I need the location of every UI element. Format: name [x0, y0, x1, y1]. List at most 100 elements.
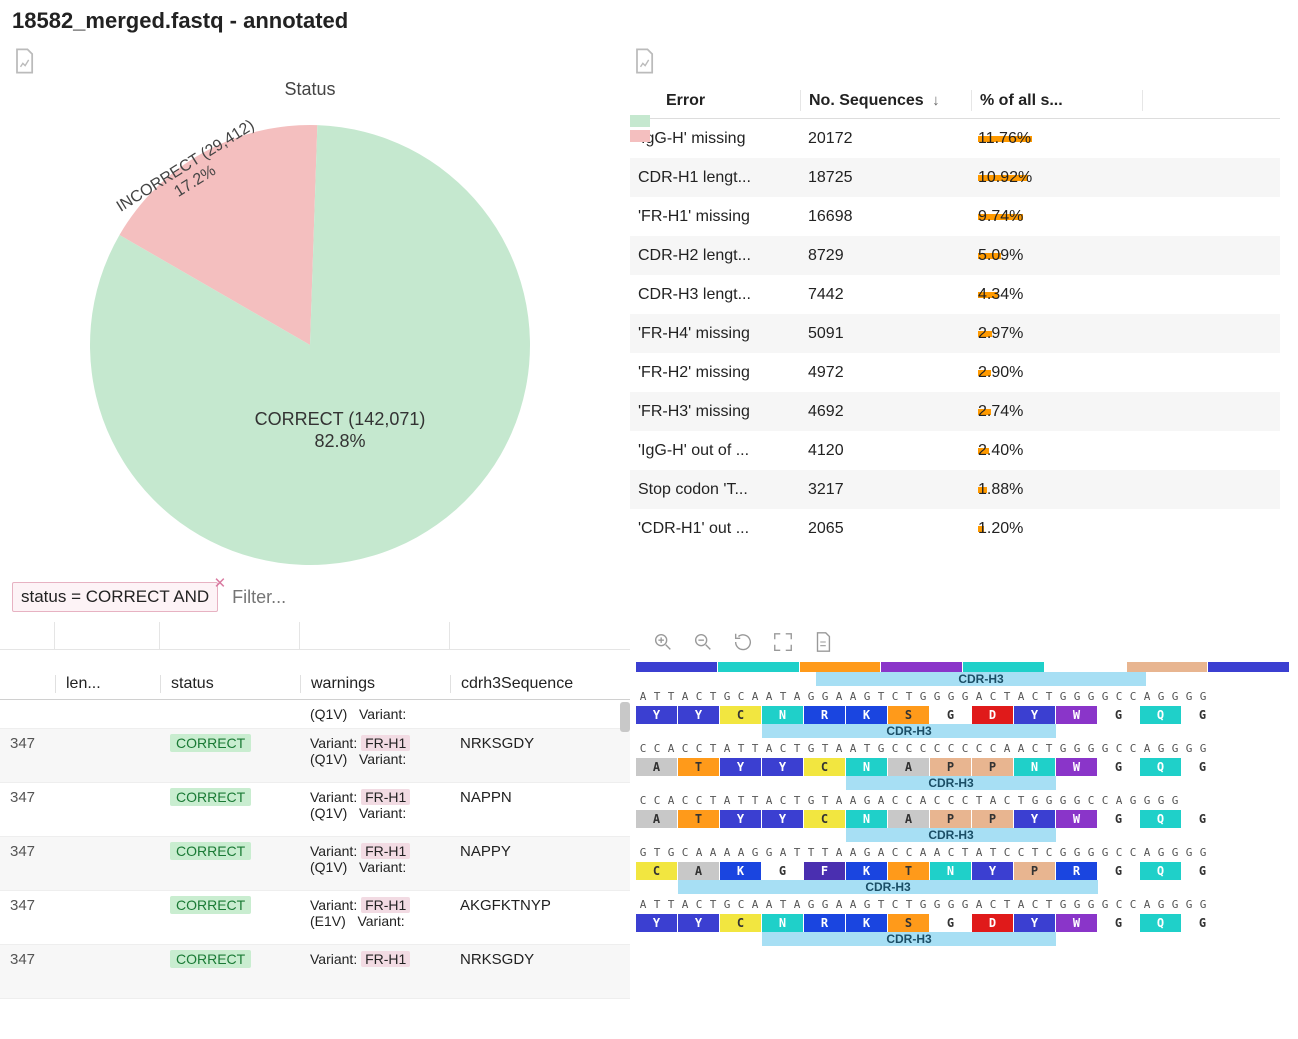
error-count: 4972 [800, 364, 970, 382]
table-row[interactable]: 347 CORRECT Variant: FR-H1 NRKSGDY [0, 945, 630, 999]
error-count: 4692 [800, 403, 970, 421]
col-header-status[interactable]: status [160, 675, 300, 693]
error-row[interactable]: 'CDR-H1' out ... 2065 1.20% [630, 509, 1280, 548]
cell-len: 347 [0, 945, 160, 998]
col-header-len[interactable]: len... [55, 675, 160, 693]
cell-warnings: Variant: FR-H1 (E1V) Variant: [300, 891, 450, 944]
cell-warnings: Variant: FR-H1 (Q1V) Variant: [300, 837, 450, 890]
error-name: 'FR-H1' missing [630, 208, 800, 226]
cell-warnings: Variant: FR-H1 (Q1V) Variant: [300, 729, 450, 782]
error-pct: 10.92% [970, 169, 1140, 187]
error-row[interactable]: 'FR-H3' missing 4692 2.74% [630, 392, 1280, 431]
error-pct: 1.88% [970, 481, 1140, 499]
pie-panel: Status INCORRECT (29,412) 17.2% CORRECT … [0, 42, 620, 616]
error-table-body: 'IgG-H' missing 20172 11.76% CDR-H1 leng… [630, 119, 1280, 548]
cell-status: CORRECT [160, 783, 300, 836]
cell-len: 347 [0, 729, 160, 782]
error-name: 'IgG-H' out of ... [630, 442, 800, 460]
zoom-in-icon[interactable] [652, 631, 674, 653]
error-row[interactable]: 'FR-H4' missing 5091 2.97% [630, 314, 1280, 353]
error-pct: 11.76% [970, 130, 1140, 148]
error-row[interactable]: 'IgG-H' missing 20172 11.76% [630, 119, 1280, 158]
table-row[interactable]: 347 CORRECT Variant: FR-H1 (Q1V) Variant… [0, 729, 630, 783]
cell-status: CORRECT [160, 945, 300, 998]
sort-desc-icon: ↓ [932, 92, 940, 109]
col-header-error[interactable]: Error [630, 92, 800, 110]
sequence-track[interactable]: CCACCTATTACTGTAATGCCCCCCCCAACTGGGGCCAGGG… [636, 742, 1290, 792]
scrollbar-thumb[interactable] [620, 702, 630, 732]
col-header-num[interactable]: No. Sequences ↓ [801, 92, 971, 110]
error-row[interactable]: 'FR-H1' missing 16698 9.74% [630, 197, 1280, 236]
error-count: 3217 [800, 481, 970, 499]
table-row[interactable]: 347 CORRECT Variant: FR-H1 (E1V) Variant… [0, 891, 630, 945]
cell-len: 347 [0, 783, 160, 836]
status-pie-chart[interactable]: INCORRECT (29,412) 17.2% CORRECT (142,07… [60, 100, 560, 570]
sequence-track[interactable]: ATTACTGCAATAGGAAGTCTGGGGACTACTGGGGCCAGGG… [636, 898, 1290, 948]
cell-status: CORRECT [160, 891, 300, 944]
reset-icon[interactable] [732, 631, 754, 653]
error-name: CDR-H3 lengt... [630, 286, 800, 304]
export-icon[interactable] [812, 631, 834, 653]
report-icon[interactable] [10, 46, 38, 76]
pie-legend [630, 115, 650, 145]
col-header-warnings[interactable]: warnings [300, 675, 450, 693]
error-row[interactable]: CDR-H3 lengt... 7442 4.34% [630, 275, 1280, 314]
error-name: 'FR-H4' missing [630, 325, 800, 343]
filter-input[interactable] [232, 587, 432, 608]
error-row[interactable]: 'FR-H2' missing 4972 2.90% [630, 353, 1280, 392]
error-count: 4120 [800, 442, 970, 460]
error-count: 16698 [800, 208, 970, 226]
svg-text:82.8%: 82.8% [314, 431, 365, 451]
error-count: 8729 [800, 247, 970, 265]
zoom-out-icon[interactable] [692, 631, 714, 653]
cell-len: 347 [0, 891, 160, 944]
sequence-track[interactable]: ATTACTGCAATAGGAAGTCTGGGGACTACTGGGGCCAGGG… [636, 690, 1290, 740]
cell-cdr: NRKSGDY [450, 729, 620, 782]
error-pct: 9.74% [970, 208, 1140, 226]
error-pct: 5.09% [970, 247, 1140, 265]
table-row[interactable]: (Q1V) Variant: [0, 700, 630, 729]
error-name: 'CDR-H1' out ... [630, 520, 800, 538]
legend-swatch-incorrect [630, 130, 650, 142]
sequence-table: len... status warnings cdrh3Sequence (Q1… [0, 622, 630, 999]
error-count: 7442 [800, 286, 970, 304]
cell-warnings: Variant: FR-H1 (Q1V) Variant: [300, 783, 450, 836]
error-pct: 2.74% [970, 403, 1140, 421]
sequence-track[interactable]: CCACCTATTACTGTAAGACCACCCTACTGGGGCCAGGGGA… [636, 794, 1290, 844]
cell-status: CORRECT [160, 837, 300, 890]
error-name: Stop codon 'T... [630, 481, 800, 499]
cell-status: CORRECT [160, 729, 300, 782]
col-header-pct[interactable]: % of all s... [972, 92, 1142, 110]
close-icon[interactable]: ✕ [214, 574, 227, 592]
error-name: 'IgG-H' missing [630, 130, 800, 148]
error-pct: 1.20% [970, 520, 1140, 538]
error-name: CDR-H1 lengt... [630, 169, 800, 187]
table-row[interactable]: 347 CORRECT Variant: FR-H1 (Q1V) Variant… [0, 783, 630, 837]
table-row[interactable]: 347 CORRECT Variant: FR-H1 (Q1V) Variant… [0, 837, 630, 891]
cell-cdr: AKGFKTNYP [450, 891, 620, 944]
col-header-cdr[interactable]: cdrh3Sequence [450, 675, 620, 693]
error-name: CDR-H2 lengt... [630, 247, 800, 265]
cell-cdr: NRKSGDY [450, 945, 620, 998]
error-row[interactable]: CDR-H2 lengt... 8729 5.09% [630, 236, 1280, 275]
sequence-viewer: CDR-H3ATTACTGCAATAGGAAGTCTGGGGACTACTGGGG… [630, 622, 1290, 999]
error-pct: 2.97% [970, 325, 1140, 343]
error-name: 'FR-H2' missing [630, 364, 800, 382]
filter-chip[interactable]: status = CORRECT AND ✕ [12, 582, 218, 612]
error-row[interactable]: 'IgG-H' out of ... 4120 2.40% [630, 431, 1280, 470]
fit-icon[interactable] [772, 631, 794, 653]
error-row[interactable]: CDR-H1 lengt... 18725 10.92% [630, 158, 1280, 197]
error-row[interactable]: Stop codon 'T... 3217 1.88% [630, 470, 1280, 509]
pie-title: Status [60, 79, 560, 100]
error-pct: 2.40% [970, 442, 1140, 460]
legend-swatch-correct [630, 115, 650, 127]
error-count: 20172 [800, 130, 970, 148]
error-pct: 2.90% [970, 364, 1140, 382]
error-name: 'FR-H3' missing [630, 403, 800, 421]
filter-chip-text: status = CORRECT AND [21, 587, 209, 606]
cell-len: 347 [0, 837, 160, 890]
error-count: 2065 [800, 520, 970, 538]
sequence-track[interactable]: GTGCAAAAGGATTTAAGACCAACTATCCTCGGGGCCAGGG… [636, 846, 1290, 896]
error-count: 5091 [800, 325, 970, 343]
report-icon[interactable] [630, 46, 658, 76]
